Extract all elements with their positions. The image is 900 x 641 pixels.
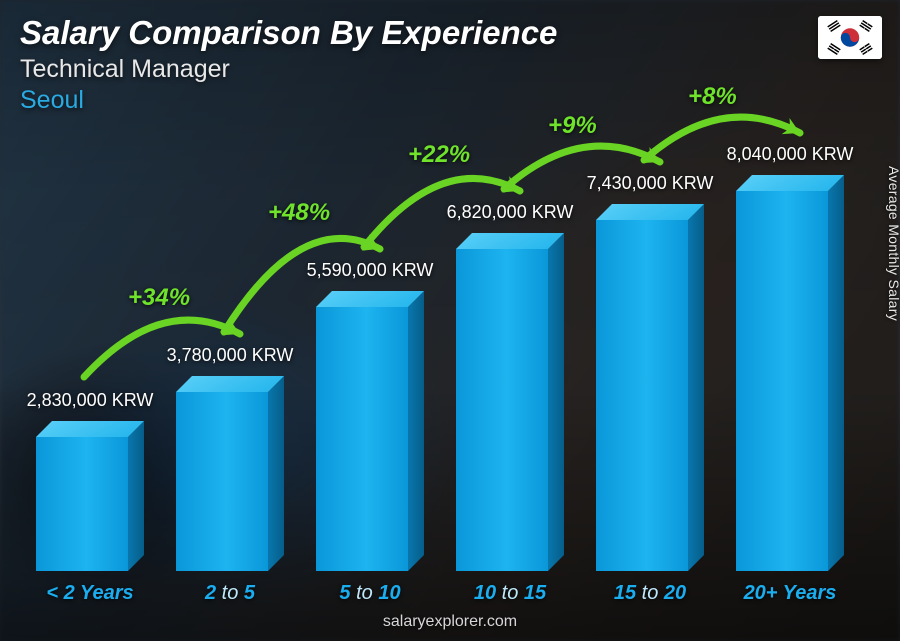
- bar-top: [456, 233, 564, 249]
- bar-value-label: 2,830,000 KRW: [10, 390, 170, 411]
- bar-top: [736, 175, 844, 191]
- bar-x-label: 15 to 20: [580, 582, 720, 605]
- bar-x-label: 20+ Years: [720, 582, 860, 605]
- bar-front: [36, 437, 128, 571]
- salary-bar-chart: 2,830,000 KRW< 2 Years3,780,000 KRW2 to …: [20, 141, 870, 571]
- header: Salary Comparison By Experience Technica…: [20, 14, 880, 115]
- bar-value-label: 5,590,000 KRW: [290, 260, 450, 281]
- bar-side: [548, 233, 564, 571]
- bar-x-label: 2 to 5: [160, 582, 300, 605]
- bar-front: [736, 191, 828, 571]
- bar-value-label: 7,430,000 KRW: [570, 173, 730, 194]
- bar-side: [408, 291, 424, 571]
- job-title: Technical Manager: [20, 55, 880, 84]
- increase-percent: +48%: [268, 199, 330, 227]
- bar-front: [456, 249, 548, 571]
- bar-side: [688, 204, 704, 571]
- location: Seoul: [20, 86, 880, 115]
- bar-front: [316, 307, 408, 571]
- increase-percent: +22%: [408, 141, 470, 169]
- bar-top: [176, 376, 284, 392]
- bar-value-label: 3,780,000 KRW: [150, 345, 310, 366]
- bar-side: [128, 421, 144, 571]
- page-title: Salary Comparison By Experience: [20, 14, 880, 52]
- increase-percent: +8%: [688, 83, 737, 111]
- increase-percent: +9%: [548, 112, 597, 140]
- bar-side: [828, 175, 844, 571]
- bar-value-label: 6,820,000 KRW: [430, 202, 590, 223]
- footer-source: salaryexplorer.com: [0, 613, 900, 631]
- increase-percent: +34%: [128, 284, 190, 312]
- flag-south-korea-icon: [818, 16, 882, 59]
- bar-value-label: 8,040,000 KRW: [710, 144, 870, 165]
- bar-top: [36, 421, 144, 437]
- bar-x-label: < 2 Years: [20, 582, 160, 605]
- bar-front: [596, 220, 688, 571]
- y-axis-label: Average Monthly Salary: [886, 166, 900, 321]
- bar-front: [176, 392, 268, 571]
- bar-top: [596, 204, 704, 220]
- bar-x-label: 10 to 15: [440, 582, 580, 605]
- bar-top: [316, 291, 424, 307]
- bar-x-label: 5 to 10: [300, 582, 440, 605]
- bar-side: [268, 376, 284, 571]
